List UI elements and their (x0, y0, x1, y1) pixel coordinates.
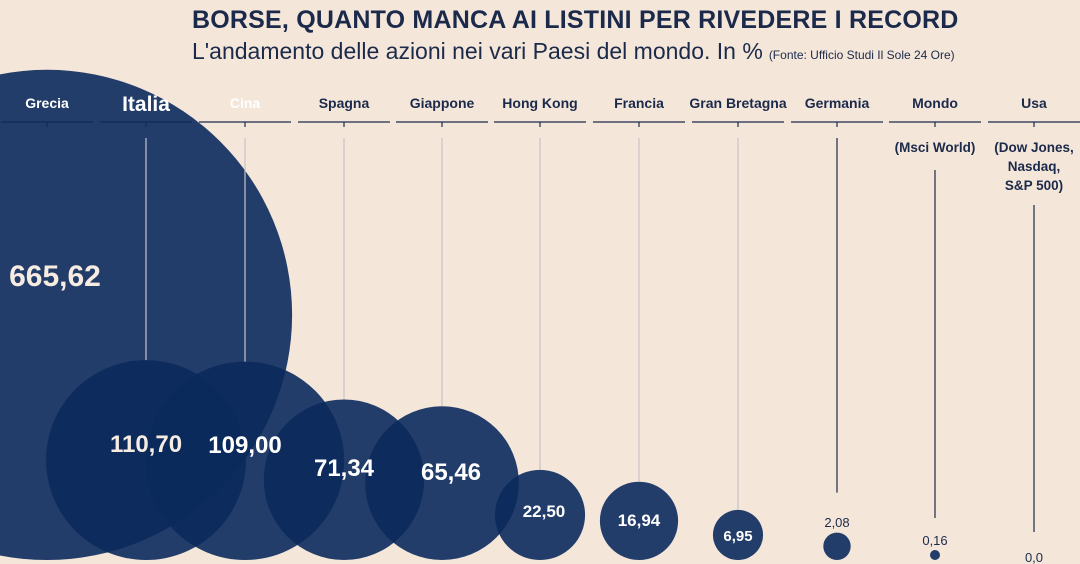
value-label-mondo: 0,16 (922, 533, 947, 548)
value-label-germania: 2,08 (824, 515, 849, 530)
category-label-usa: Usa (1021, 95, 1047, 111)
category-label-gran-bretagna: Gran Bretagna (689, 95, 786, 111)
category-label-francia: Francia (614, 95, 664, 111)
category-label-cina: Cina (230, 95, 261, 111)
category-label-hong-kong: Hong Kong (502, 95, 577, 111)
bubble-hong-kong (494, 469, 586, 560)
chart-subtitle: L'andamento delle azioni nei vari Paesi … (192, 38, 955, 65)
value-label-grecia: 665,62 (9, 260, 101, 293)
category-label-grecia: Grecia (25, 95, 69, 111)
value-label-hong-kong: 22,50 (523, 502, 566, 521)
value-label-giappone: 65,46 (421, 459, 481, 486)
category-sublabel-usa: Nasdaq, (1008, 159, 1061, 174)
category-label-germania: Germania (805, 95, 870, 111)
value-label-cina: 109,00 (208, 432, 281, 459)
value-label-francia: 16,94 (618, 511, 661, 530)
bubble-mondo (930, 550, 940, 560)
subtitle-text: L'andamento delle azioni nei vari Paesi … (192, 38, 763, 64)
chart-title: BORSE, QUANTO MANCA AI LISTINI PER RIVED… (192, 6, 959, 34)
bubble-giappone (365, 406, 519, 560)
category-label-spagna: Spagna (319, 95, 370, 111)
value-label-usa: 0,0 (1025, 550, 1043, 564)
bubble-francia (599, 481, 679, 560)
source-note: (Fonte: Ufficio Studi Il Sole 24 Ore) (768, 48, 955, 62)
bubble-germania (823, 532, 851, 560)
category-label-italia: Italia (122, 93, 170, 116)
category-sublabel-usa: S&P 500) (1005, 178, 1063, 193)
category-sublabel-usa: (Dow Jones, (994, 140, 1074, 155)
value-label-gran-bretagna: 6,95 (723, 528, 752, 545)
value-label-spagna: 71,34 (314, 455, 375, 482)
value-label-italia: 110,70 (110, 431, 182, 458)
category-label-giappone: Giappone (410, 95, 475, 111)
bubble-gran-bretagna (712, 509, 764, 560)
category-sublabel-mondo: (Msci World) (895, 140, 976, 155)
category-label-mondo: Mondo (912, 95, 958, 111)
